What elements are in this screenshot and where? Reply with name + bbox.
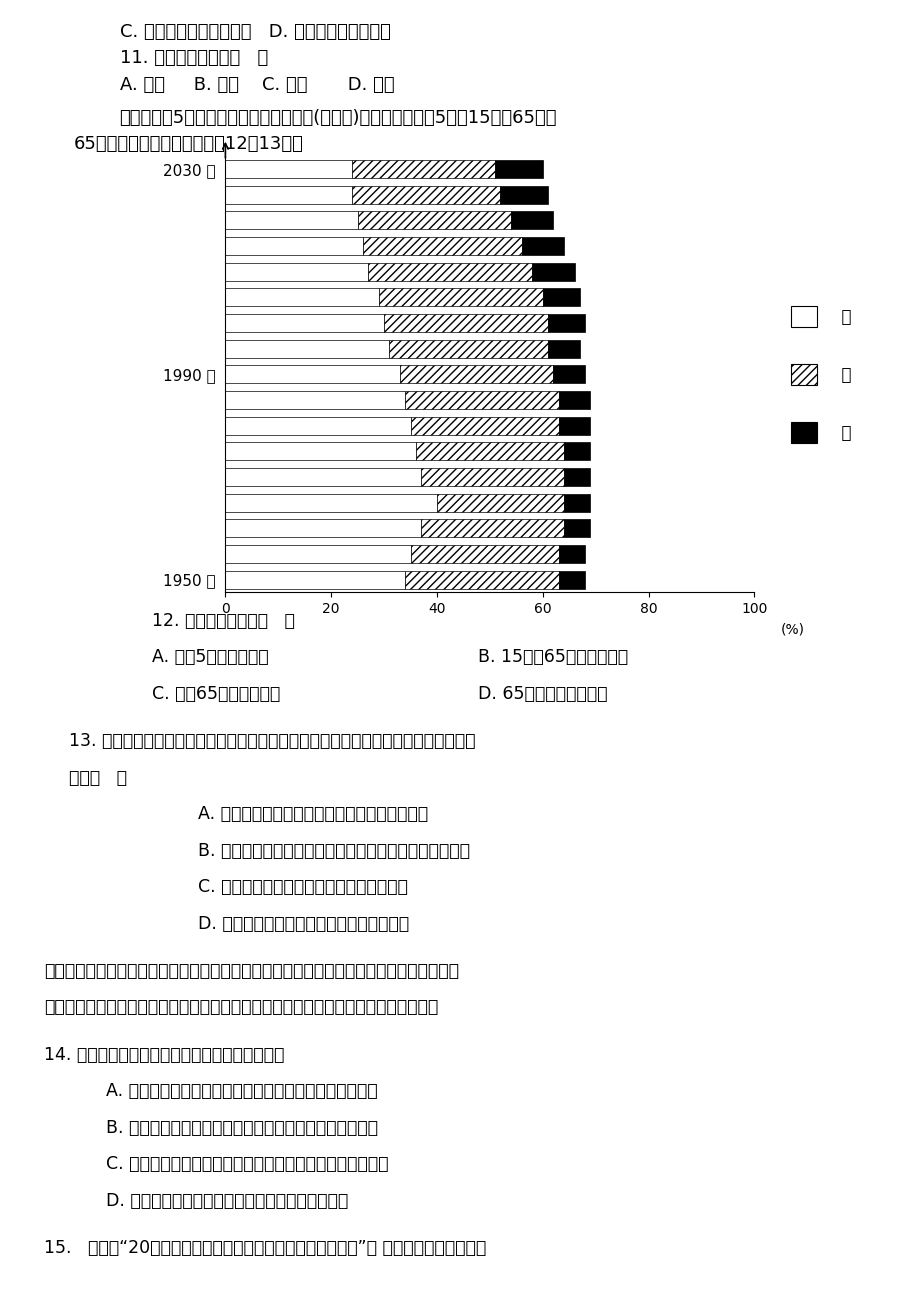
Text: C. 资源越丰富，能供养的人口数越多，环境人口容量也越大: C. 资源越丰富，能供养的人口数越多，环境人口容量也越大 [106,1155,388,1173]
Text: B. 在图示的时间内老年人口数量和人口负担系数呼正相关: B. 在图示的时间内老年人口数量和人口负担系数呼正相关 [198,841,470,859]
Text: D. 地区越开放，出口资源越多，环境人口容量越小: D. 地区越开放，出口资源越多，环境人口容量越小 [106,1191,347,1210]
Text: D. 人口负担系数的变化趋势是先降低后升高: D. 人口负担系数的变化趋势是先降低后升高 [198,914,408,932]
Bar [225,391,404,409]
Bar [511,211,553,229]
Bar [410,546,558,562]
Text: (%): (%) [780,622,804,637]
Bar [563,467,590,486]
Bar [563,519,590,538]
Bar [225,288,379,306]
Bar [404,391,558,409]
Bar [225,467,421,486]
Bar [225,493,437,512]
Text: A. 北美     B. 中东    C. 东非       D. 西欧: A. 北美 B. 中东 C. 东非 D. 西欧 [119,76,394,94]
Bar [494,160,542,178]
Text: A. 未刔5岁的人口比重: A. 未刔5岁的人口比重 [152,648,268,667]
Bar [225,570,404,589]
Bar [437,493,563,512]
Legend:   甲,   乙,   丙: 甲, 乙, 丙 [783,299,857,449]
Bar [548,340,579,358]
Bar [225,314,384,332]
Bar [553,366,584,383]
Bar [421,519,563,538]
Text: 14. 有关环境人口容量影响因素的叙述，正确的是: 14. 有关环境人口容量影响因素的叙述，正确的是 [44,1046,284,1064]
Bar [410,417,558,435]
Text: A. 消费水平越低，人均所需资源越少，环境人口容量越小: A. 消费水平越低，人均所需资源越少，环境人口容量越小 [106,1082,377,1100]
Bar [521,237,563,255]
Bar [421,467,563,486]
Text: D. 65岁以上的人口比重: D. 65岁以上的人口比重 [478,685,607,703]
Bar [362,237,521,255]
Bar [415,443,563,461]
Text: C. 总人口数与婴儿死亡率   D. 总人口数与人均收入: C. 总人口数与婴儿死亡率 D. 总人口数与人均收入 [119,23,390,42]
Bar [225,263,368,281]
Text: 的是（   ）: 的是（ ） [69,768,127,786]
Bar [225,366,400,383]
Bar [558,417,590,435]
Bar [352,186,500,203]
Text: 65岁以上三个区间。读图回筄12～13题。: 65岁以上三个区间。读图回筄12～13题。 [74,135,303,154]
Bar [558,546,584,562]
Bar [225,443,415,461]
Bar [389,340,548,358]
Bar [531,263,573,281]
Bar [400,366,553,383]
Bar [225,519,421,538]
Bar [225,211,357,229]
Bar [548,314,584,332]
Bar [368,263,531,281]
Bar [352,160,494,178]
Text: 下图是每陔5年世界人口年龄构成变化图(含预测)。年龄分为未刔5岁、15岁到65岁、: 下图是每陔5年世界人口年龄构成变化图(含预测)。年龄分为未刔5岁、15岁到65岁… [119,109,557,128]
Text: B. 15岁到65岁的人口比重: B. 15岁到65岁的人口比重 [478,648,628,667]
Bar [225,186,352,203]
Text: C. 未到65岁的人口比重: C. 未到65岁的人口比重 [152,685,279,703]
Bar [558,570,584,589]
Bar [500,186,548,203]
Bar [563,493,590,512]
Text: 11. 丁国最可能位于（   ）: 11. 丁国最可能位于（ ） [119,49,267,68]
Bar [225,160,352,178]
Text: 12. 图中甲表示的是（   ）: 12. 图中甲表示的是（ ） [152,612,294,630]
Bar [384,314,548,332]
Text: A. 世界人口老龄化使得人口总负担系数逐渐升高: A. 世界人口老龄化使得人口总负担系数逐渐升高 [198,805,427,823]
Text: 15.   右图为“20世纪世界人口、资源、环境污染的相关示意图”， 下列关于人口增长、资: 15. 右图为“20世纪世界人口、资源、环境污染的相关示意图”， 下列关于人口增… [44,1240,486,1256]
Bar [379,288,542,306]
Bar [225,417,410,435]
Bar [225,546,410,562]
Bar [357,211,511,229]
Bar [404,570,558,589]
Text: 经济规模大小。人口容量是环境承载力与社会经济发展相结合的产物。据此完成下题。: 经济规模大小。人口容量是环境承载力与社会经济发展相结合的产物。据此完成下题。 [44,999,438,1017]
Bar [225,237,362,255]
Bar [563,443,590,461]
Text: C. 人口负担系数的变化趋势是先升高后降低: C. 人口负担系数的变化趋势是先升高后降低 [198,878,407,896]
Text: B. 科技越发达，人们利用的资源越多，环境人口容量越小: B. 科技越发达，人们利用的资源越多，环境人口容量越小 [106,1118,378,1137]
Bar [558,391,590,409]
Bar [225,340,389,358]
Text: 环境承载力是指一定时期内，在维持相对稳定的前期下，环境、资源所能容纳的人口规模和: 环境承载力是指一定时期内，在维持相对稳定的前期下，环境、资源所能容纳的人口规模和 [44,962,459,980]
Bar [542,288,579,306]
Text: 13. 人口负担系数是指人口中非劳动年龄人口数与劳动年龄人口数之比，下列说法正确: 13. 人口负担系数是指人口中非劳动年龄人口数与劳动年龄人口数之比，下列说法正确 [69,732,475,750]
